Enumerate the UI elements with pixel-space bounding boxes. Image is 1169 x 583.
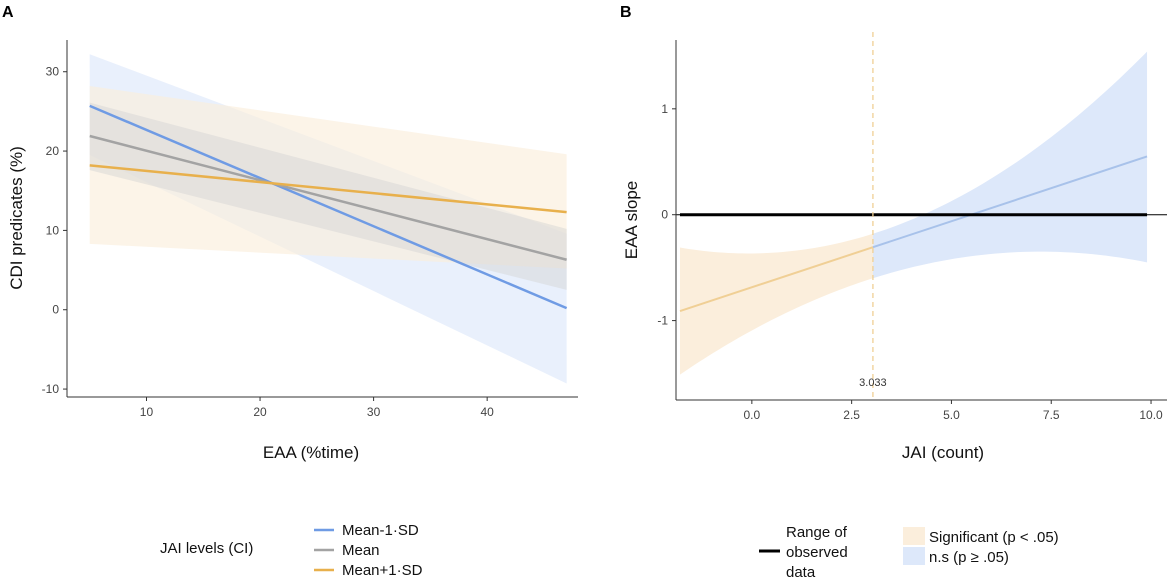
legend-b: Range of observed data Significant (p < … xyxy=(759,524,1059,581)
panel-a-x-label: EAA (%time) xyxy=(263,443,359,462)
legend-range-line-3: data xyxy=(786,564,816,581)
legend-entry-high: Mean+1·SD xyxy=(342,562,423,579)
ci-band-high xyxy=(89,86,567,269)
panel-b-bands xyxy=(679,51,1148,375)
panel-a-lines xyxy=(89,104,568,310)
slope-line-significant xyxy=(679,246,874,313)
legend-range-line-2: observed xyxy=(786,544,848,561)
panel-a-bands xyxy=(89,54,567,384)
legend-swatch-significant xyxy=(903,527,925,545)
x-tick-label: 5.0 xyxy=(943,408,960,422)
y-tick-label: -10 xyxy=(42,382,60,396)
y-tick-label: 10 xyxy=(46,223,60,237)
panel-b-x-label: JAI (count) xyxy=(902,443,984,462)
x-tick-label: 10 xyxy=(140,405,154,419)
x-tick-label: 30 xyxy=(367,405,381,419)
panel-a-y-label: CDI predicates (%) xyxy=(7,146,26,290)
panel-a-x-ticks: 10 20 30 40 xyxy=(140,397,494,419)
legend-a-title: JAI levels (CI) xyxy=(160,540,253,557)
series-line-high xyxy=(89,164,567,214)
panel-b-y-ticks: -1 0 1 xyxy=(657,102,676,328)
legend-entry-low: Mean-1·SD xyxy=(342,522,419,539)
series-line-low xyxy=(89,104,568,310)
ci-band-mean xyxy=(89,102,567,290)
series-line-mean xyxy=(89,134,567,261)
y-tick-label: 0 xyxy=(661,208,668,222)
y-tick-label: 20 xyxy=(46,144,60,158)
ci-band-significant xyxy=(679,233,873,375)
x-tick-label: 0.0 xyxy=(744,408,761,422)
panel-b-lines xyxy=(676,32,1167,400)
panel-b-x-ticks: 0.0 2.5 5.0 7.5 10.0 xyxy=(744,400,1163,422)
legend-ns: n.s (p ≥ .05) xyxy=(929,549,1009,566)
x-tick-label: 10.0 xyxy=(1139,408,1163,422)
legend-significant: Significant (p < .05) xyxy=(929,529,1059,546)
x-tick-label: 20 xyxy=(253,405,267,419)
y-tick-label: 30 xyxy=(46,65,60,79)
panel-a: 10 20 30 40 -10 0 10 20 30 EAA (%time) CDI pred… xyxy=(7,40,578,462)
threshold-label: 3.033 xyxy=(859,377,887,389)
panel-label-a: A xyxy=(2,4,14,21)
ci-band-ns xyxy=(872,51,1148,279)
x-tick-label: 2.5 xyxy=(843,408,860,422)
legend-range-line-1: Range of xyxy=(786,524,848,541)
y-tick-label: 1 xyxy=(661,102,668,116)
x-tick-label: 40 xyxy=(480,405,494,419)
panel-b-y-label: EAA slope xyxy=(622,181,641,259)
slope-line-ns xyxy=(872,155,1148,249)
panel-label-b: B xyxy=(620,4,632,21)
panel-a-y-ticks: -10 0 10 20 30 xyxy=(42,65,67,396)
panel-b: 0.0 2.5 5.0 7.5 10.0 -101 3.033 JAI (count) … xyxy=(622,32,1167,462)
y-tick-label: 0 xyxy=(52,303,59,317)
legend-a: JAI levels (CI) Mean-1·SD Mean Mean+1·SD xyxy=(160,522,423,579)
x-tick-label: 7.5 xyxy=(1043,408,1060,422)
y-tick-label: -1 xyxy=(657,314,668,328)
legend-swatch-ns xyxy=(903,547,925,565)
legend-entry-mean: Mean xyxy=(342,542,380,559)
